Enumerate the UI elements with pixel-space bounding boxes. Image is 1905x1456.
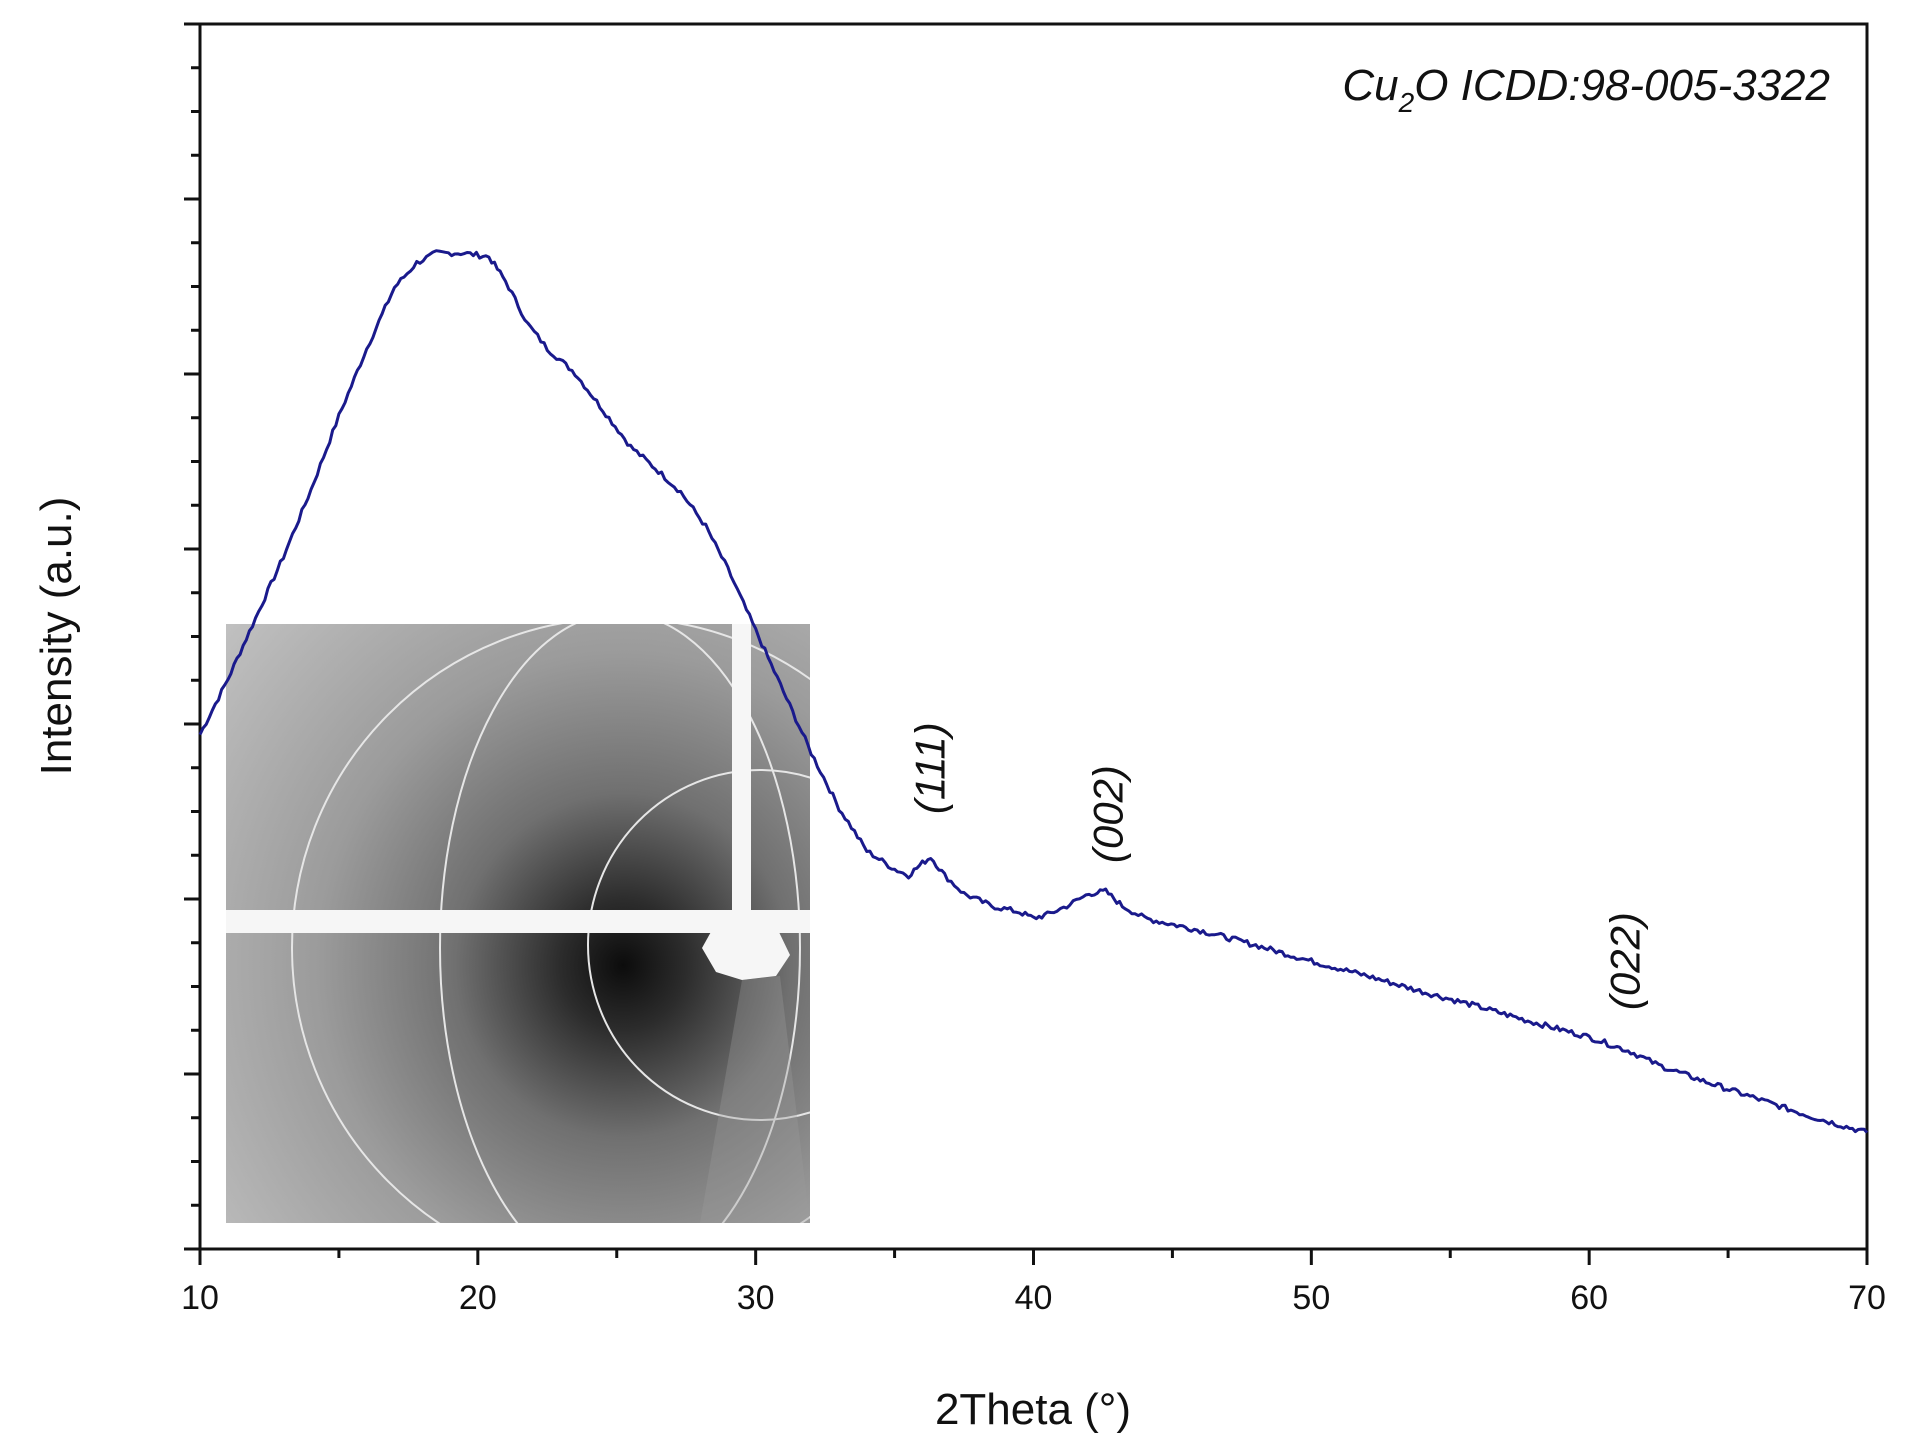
peak-annotations: (111) (002) (022) <box>907 722 1649 1010</box>
beam-stop-horizontal <box>226 910 810 933</box>
diffraction-ring-middle <box>439 624 801 1223</box>
peak-label-3: (022) <box>1601 912 1648 1010</box>
x-tick-label: 60 <box>1570 1279 1608 1317</box>
series-line-xrd-pattern <box>198 249 1869 1134</box>
y-axis-ticks <box>184 22 200 1251</box>
reference-label: Cu2O ICDD:98-005-3322 <box>1342 61 1830 118</box>
reference-subscript: 2 <box>1398 87 1415 118</box>
x-tick-label: 50 <box>1292 1279 1330 1317</box>
diffraction-ring-inner <box>587 769 810 1121</box>
diffraction-ring-outer <box>291 624 810 1223</box>
peak-label-2: (002) <box>1085 765 1132 863</box>
beam-stop-center <box>702 930 790 980</box>
peak-label-1: (111) <box>907 722 954 814</box>
y-axis-title: Intensity (a.u.) <box>32 497 81 776</box>
x-tick-label: 30 <box>737 1279 775 1317</box>
x-axis-ticks <box>198 1249 1869 1265</box>
inset-diffraction-image <box>226 624 810 1223</box>
x-tick-label: 70 <box>1848 1279 1886 1317</box>
beam-stop-shadow <box>700 976 810 1223</box>
x-tick-label: 10 <box>181 1279 219 1317</box>
x-axis-title: 2Theta (°) <box>935 1385 1131 1434</box>
beam-stop-vertical <box>732 624 751 924</box>
x-tick-label: 20 <box>459 1279 497 1317</box>
x-tick-label: 40 <box>1015 1279 1053 1317</box>
x-axis-tick-labels: 10 20 30 40 50 60 70 <box>181 1279 1886 1317</box>
